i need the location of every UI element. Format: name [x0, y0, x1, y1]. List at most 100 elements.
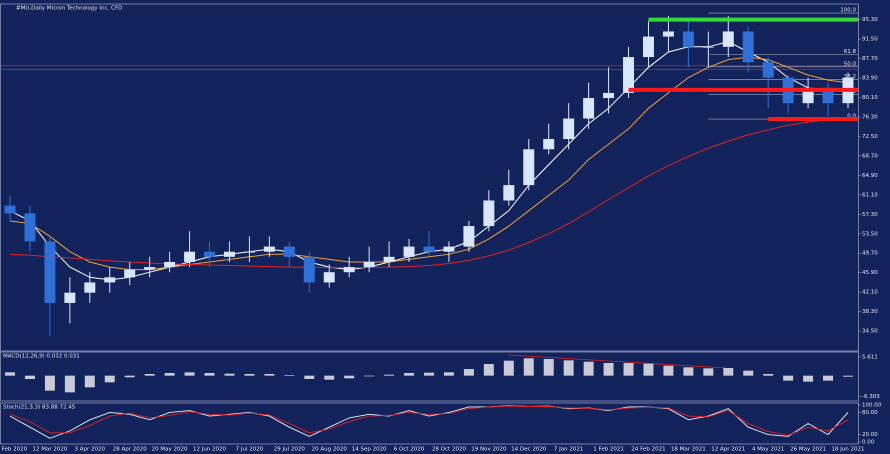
- fib-label: 61.8: [844, 49, 857, 55]
- y-tick-label: -6.303: [862, 394, 880, 400]
- y-tick-label: 76.30: [862, 115, 878, 121]
- macd-bar: [523, 358, 534, 376]
- candle-body: [503, 185, 515, 201]
- x-tick-label: 7 Jan 2021: [554, 447, 583, 453]
- x-tick-label: 20 May 2020: [152, 447, 188, 453]
- macd-bar: [104, 375, 115, 383]
- x-tick-label: 12 Apr 2021: [711, 447, 745, 453]
- fib-label: 50.0: [844, 61, 857, 67]
- y-tick-label: 91.50: [862, 37, 878, 43]
- macd-bar: [583, 361, 594, 376]
- candle-body: [403, 246, 415, 257]
- stoch-line: [9, 405, 849, 436]
- candle-body: [243, 251, 255, 253]
- y-tick-label: 95.30: [862, 17, 878, 23]
- x-tick-label: 14 Sep 2020: [352, 447, 387, 453]
- x-tick-label: 29 Jul 2020: [274, 447, 306, 453]
- macd-bar: [284, 375, 295, 376]
- macd-bar: [184, 372, 195, 376]
- y-tick-label: 80.00: [862, 410, 878, 416]
- candle-body: [343, 267, 355, 273]
- macd-bar: [364, 375, 375, 377]
- stoch-line: [9, 405, 849, 439]
- candle-body: [164, 261, 176, 268]
- candle-body: [323, 272, 335, 283]
- macd-bar: [144, 374, 155, 376]
- macd-bar: [603, 363, 614, 376]
- main-title: #MU,Daily Micron Technology Inc. CFD: [16, 6, 122, 12]
- x-tick-label: 18 Mar 2021: [671, 447, 706, 453]
- macd-bar: [324, 375, 335, 380]
- macd-bar: [823, 375, 834, 381]
- macd-bar: [683, 367, 694, 376]
- macd-bar: [703, 368, 714, 376]
- x-tick-label: 12 Mar 2020: [32, 447, 67, 453]
- y-tick-label: 49.70: [862, 251, 878, 257]
- y-tick-label: 34.50: [862, 329, 878, 335]
- macd-bar: [663, 365, 674, 376]
- candle-body: [184, 251, 196, 262]
- candle-body: [303, 256, 315, 283]
- x-tick-label: 19 Nov 2020: [471, 447, 507, 453]
- y-tick-label: 42.10: [862, 290, 878, 296]
- x-tick-label: 28 Oct 2020: [432, 447, 467, 453]
- candle-body: [443, 246, 455, 252]
- candle-body: [104, 277, 116, 283]
- candle-body: [523, 149, 535, 186]
- macd-bar: [783, 375, 794, 381]
- y-tick-label: 100.00: [862, 403, 882, 409]
- x-tick-label: 3 Apr 2020: [75, 447, 106, 453]
- y-tick-label: 0.00: [862, 440, 875, 446]
- macd-bar: [404, 373, 415, 376]
- stoch-title: Stoch(21,3,3) 83.88 72.45: [3, 405, 76, 411]
- x-tick-label: 28 Apr 2020: [113, 447, 148, 453]
- macd-bar: [723, 368, 734, 376]
- y-tick-label: 64.90: [862, 173, 878, 179]
- x-tick-label: 26 May 2021: [790, 447, 826, 453]
- y-tick-label: 83.90: [862, 76, 878, 82]
- fib-label: 38.2: [844, 74, 856, 80]
- candle-body: [144, 267, 156, 270]
- macd-bar: [424, 372, 434, 376]
- candle-body: [702, 46, 714, 48]
- macd-bar: [623, 363, 634, 376]
- candle-body: [204, 251, 216, 257]
- candle-body: [742, 31, 754, 63]
- candle-body: [283, 246, 295, 257]
- fib-label: 100.0: [840, 8, 856, 14]
- candle-body: [423, 246, 435, 252]
- macd-bar: [84, 375, 95, 388]
- macd-bar: [64, 375, 75, 393]
- macd-bar: [5, 372, 15, 376]
- macd-bar: [384, 374, 395, 376]
- x-tick-label: 4 May 2021: [752, 447, 784, 453]
- x-tick-label: 6 Oct 2020: [394, 447, 425, 453]
- candle-body: [84, 282, 96, 293]
- macd-bar: [24, 375, 35, 379]
- macd-panel: [0, 351, 859, 402]
- candle-body: [24, 213, 36, 242]
- candle-body: [363, 261, 375, 268]
- y-tick-label: 20.00: [862, 432, 878, 438]
- candle-body: [223, 251, 235, 257]
- macd-bar: [443, 372, 454, 376]
- macd-bar: [743, 370, 754, 376]
- x-tick-label: 20 Aug 2020: [312, 447, 348, 453]
- x-tick-label: 14 Dec 2020: [511, 447, 547, 453]
- candle-body: [463, 226, 475, 247]
- candle-body: [583, 98, 595, 119]
- candle-body: [483, 200, 495, 227]
- candle-body: [762, 62, 774, 78]
- y-tick-label: 53.50: [862, 231, 878, 237]
- macd-bar: [224, 373, 235, 376]
- fib-label: 0.0: [847, 114, 856, 120]
- macd-bar: [483, 364, 494, 376]
- x-tick-label: 18 Jun 2021: [831, 447, 864, 453]
- candle-body: [543, 139, 555, 150]
- macd-bar: [803, 375, 814, 382]
- candle-body: [44, 241, 56, 303]
- y-tick-label: 45.90: [862, 270, 878, 276]
- macd-bar: [204, 373, 215, 376]
- macd-bar: [304, 375, 315, 379]
- y-tick-label: 72.50: [862, 134, 878, 140]
